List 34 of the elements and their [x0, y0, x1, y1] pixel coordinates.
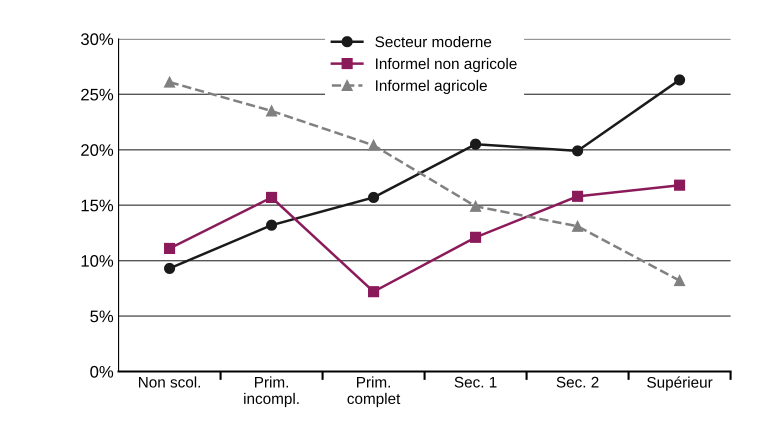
- y-tick-label: 15%: [82, 200, 114, 212]
- point: [266, 192, 278, 203]
- point: [674, 275, 686, 286]
- point: [368, 140, 380, 151]
- point: [470, 138, 482, 150]
- point: [368, 286, 380, 298]
- point: [470, 200, 482, 212]
- point: [266, 105, 278, 117]
- y-tick-label: 10%: [82, 255, 114, 267]
- point: [470, 232, 482, 243]
- point: [572, 145, 584, 156]
- point: [164, 262, 176, 274]
- legend-label: Informel agricole: [376, 80, 487, 94]
- point: [266, 220, 278, 231]
- legend-label: Informel non agricole: [376, 58, 517, 72]
- point: [164, 76, 176, 88]
- point: [674, 180, 686, 191]
- x-tick-label: Sec. 2: [556, 376, 598, 388]
- x-tick-label: Sec. 1: [454, 376, 496, 388]
- y-tick-label: 0%: [90, 366, 114, 378]
- y-tick-label: 5%: [90, 310, 114, 322]
- legend-label: Secteur moderne: [375, 36, 492, 48]
- x-tick-label: Prim. incompl.: [244, 376, 299, 408]
- point: [572, 220, 584, 232]
- y-tick-label: 25%: [81, 88, 114, 101]
- x-tick-label: Non scol.: [138, 376, 200, 388]
- x-tick-label: Supérieur: [647, 376, 712, 391]
- point: [572, 190, 584, 202]
- point: [164, 242, 176, 254]
- y-tick-label: 30%: [80, 33, 114, 46]
- x-tick-label: Prim. complet: [347, 376, 400, 408]
- point: [674, 74, 686, 86]
- y-tick-label: 20%: [81, 144, 114, 156]
- point: [368, 192, 380, 203]
